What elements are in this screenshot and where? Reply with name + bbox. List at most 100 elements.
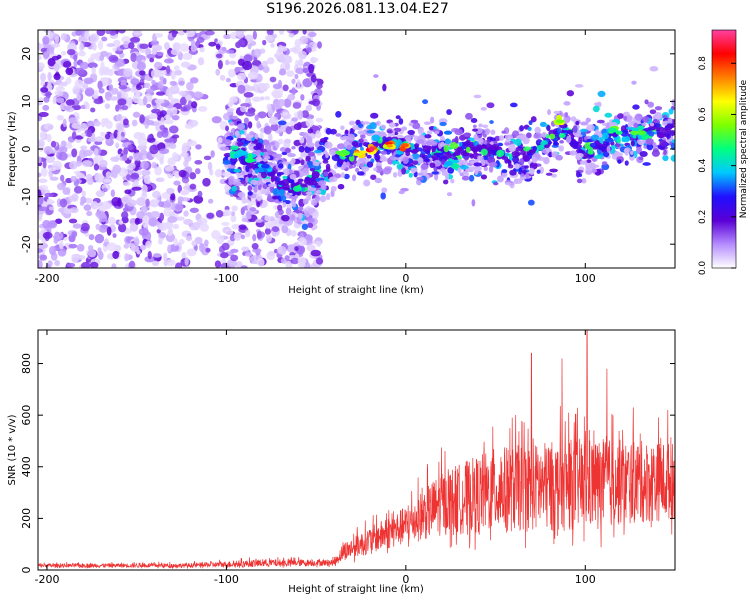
spectral-cell xyxy=(174,69,183,76)
spectral-cell xyxy=(242,151,248,155)
spectral-cell xyxy=(128,162,136,170)
spectral-cell xyxy=(499,135,505,141)
spectral-cell xyxy=(58,240,64,250)
spectral-cell xyxy=(139,114,145,124)
spectral-cell xyxy=(290,214,296,221)
spectral-cell xyxy=(152,253,162,258)
spectral-cell xyxy=(324,141,333,149)
spectral-cell xyxy=(262,157,268,162)
spectral-cell xyxy=(45,264,51,268)
spectral-cell xyxy=(594,155,603,159)
spectral-cell xyxy=(614,152,624,157)
spectral-cell xyxy=(268,133,273,143)
spectral-cell xyxy=(608,127,617,133)
spectral-cell xyxy=(208,41,217,47)
spectral-cell xyxy=(288,179,295,184)
spectral-cell xyxy=(149,144,159,155)
spectral-cell xyxy=(87,62,98,69)
spectral-cell xyxy=(231,185,238,192)
spectral-cell xyxy=(134,238,140,246)
spectral-cell xyxy=(559,139,565,144)
spectral-cell xyxy=(77,255,86,260)
spectral-cell xyxy=(508,144,517,152)
spectral-cell xyxy=(382,83,387,92)
spectral-cell xyxy=(638,156,644,161)
spectral-cell xyxy=(394,153,401,158)
spectral-cell xyxy=(346,144,353,151)
spectral-cell xyxy=(547,109,551,116)
spectral-cell xyxy=(145,198,150,207)
spectral-cell xyxy=(304,146,312,154)
spectral-cell xyxy=(662,114,668,119)
y-tick-label: 20 xyxy=(20,47,33,61)
spectral-cell xyxy=(408,172,413,178)
spectral-cell xyxy=(524,165,529,169)
spectral-cell xyxy=(182,190,190,195)
spectral-cell xyxy=(112,233,117,238)
y-tick-label: 600 xyxy=(20,405,33,426)
spectral-cell xyxy=(528,167,535,175)
spectral-cell xyxy=(84,160,93,167)
spectral-cell xyxy=(555,119,566,124)
spectral-cell xyxy=(237,123,246,131)
spectral-cell xyxy=(156,51,164,56)
spectral-cell xyxy=(289,173,297,180)
spectral-cell xyxy=(257,64,264,71)
spectral-cell xyxy=(297,212,303,220)
spectral-cell xyxy=(569,150,578,156)
spectral-cell xyxy=(38,139,45,148)
spectral-cell xyxy=(398,190,405,195)
spectral-cell xyxy=(163,118,174,125)
spectral-cell xyxy=(260,171,268,179)
spectral-cell xyxy=(228,179,234,186)
spectral-cell xyxy=(274,199,279,204)
spectral-cell xyxy=(344,158,350,163)
spectral-cell xyxy=(302,67,309,74)
spectral-cell xyxy=(86,120,96,128)
spectral-cell xyxy=(355,159,361,167)
x-tick-label: -100 xyxy=(214,573,239,586)
spectral-cell xyxy=(429,116,435,124)
spectral-cell xyxy=(446,192,453,197)
spectral-cell xyxy=(106,226,112,236)
spectral-cell xyxy=(73,186,83,194)
snr-x-label: Height of straight line (km) xyxy=(288,584,424,595)
spectral-cell xyxy=(480,144,488,149)
spectral-cell xyxy=(109,96,120,101)
spectral-cell xyxy=(541,131,547,138)
spectral-cell xyxy=(298,58,304,67)
spectral-cell xyxy=(272,91,283,99)
spectral-cell xyxy=(55,86,66,92)
spectral-cell xyxy=(234,178,241,183)
spectral-cell xyxy=(312,161,320,167)
spectral-cell xyxy=(465,139,471,147)
spectral-cell xyxy=(245,176,250,183)
spectral-cell xyxy=(181,251,187,260)
spectral-cell xyxy=(355,167,360,173)
spectral-cell xyxy=(330,185,337,192)
spectral-cell xyxy=(549,133,556,140)
spectral-cell xyxy=(62,61,72,68)
spectral-cell xyxy=(159,110,167,117)
spectral-cell xyxy=(315,190,322,194)
spectral-cell xyxy=(155,91,166,96)
spectral-cell xyxy=(234,233,242,241)
spectral-cell xyxy=(255,193,263,201)
spectral-cell xyxy=(73,170,81,175)
spectral-cell xyxy=(296,79,301,88)
spectral-cell xyxy=(274,113,280,118)
spectral-cell xyxy=(307,207,316,214)
spectral-cell xyxy=(161,128,169,138)
spectral-cell xyxy=(165,259,176,267)
spectral-cell xyxy=(631,80,637,85)
spectral-cell xyxy=(240,72,246,80)
spectral-cell xyxy=(91,66,96,75)
spectral-cell xyxy=(440,159,446,165)
colorbar-tick-label: 0.4 xyxy=(698,158,708,173)
spectral-cell xyxy=(89,261,99,268)
spectral-cell xyxy=(80,132,86,138)
spectral-cell xyxy=(570,116,577,122)
spectral-cell xyxy=(591,168,598,173)
spectral-cell xyxy=(348,164,354,169)
